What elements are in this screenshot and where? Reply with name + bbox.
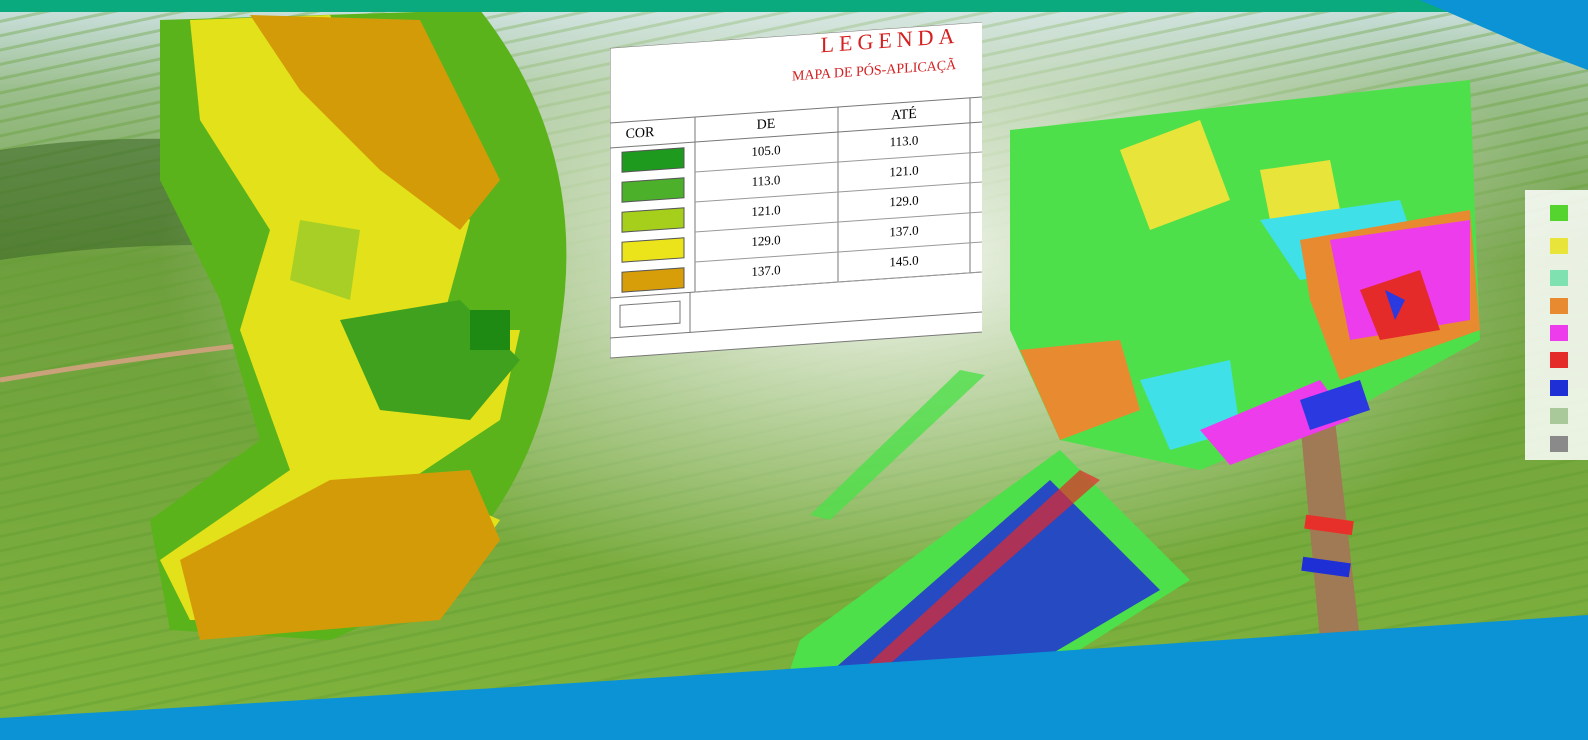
marker (1301, 556, 1351, 578)
rule (610, 309, 982, 339)
rule (695, 179, 982, 203)
cell: 121.0 (751, 202, 780, 219)
side-legend (1525, 190, 1588, 460)
cell: 105.0 (751, 142, 780, 159)
bottom-band (0, 615, 1588, 740)
cell: 137.0 (889, 222, 918, 239)
cell: 137.0 (751, 262, 780, 279)
color-swatch (621, 267, 685, 293)
rule (695, 209, 982, 233)
corner-band (1420, 0, 1588, 70)
strip-map (780, 450, 1190, 700)
rule (610, 119, 982, 149)
rule (695, 149, 982, 173)
legend-panel: LEGENDA MAPA DE PÓS-APLICAÇÃ COR DE ATÉ … (610, 21, 982, 359)
cell: 121.0 (889, 162, 918, 179)
col-header: COR (626, 125, 655, 142)
cell: 145.0 (889, 252, 918, 269)
strip-map (810, 370, 985, 520)
cell: 113.0 (752, 172, 781, 189)
cell: 129.0 (751, 232, 780, 249)
rule (610, 94, 982, 124)
color-swatch (621, 237, 685, 263)
color-swatch (621, 147, 685, 173)
color-swatch (621, 177, 685, 203)
rule (695, 239, 982, 263)
empty-swatch (619, 300, 681, 328)
color-swatch (621, 207, 685, 233)
cell: 129.0 (889, 192, 918, 209)
top-band (0, 0, 1588, 12)
application-map (1010, 80, 1480, 470)
marker (1304, 514, 1354, 536)
cell: 113.0 (890, 132, 919, 149)
rule (695, 269, 982, 293)
col-header: DE (757, 117, 776, 133)
col-header: ATÉ (891, 105, 917, 124)
yield-map (150, 10, 567, 640)
